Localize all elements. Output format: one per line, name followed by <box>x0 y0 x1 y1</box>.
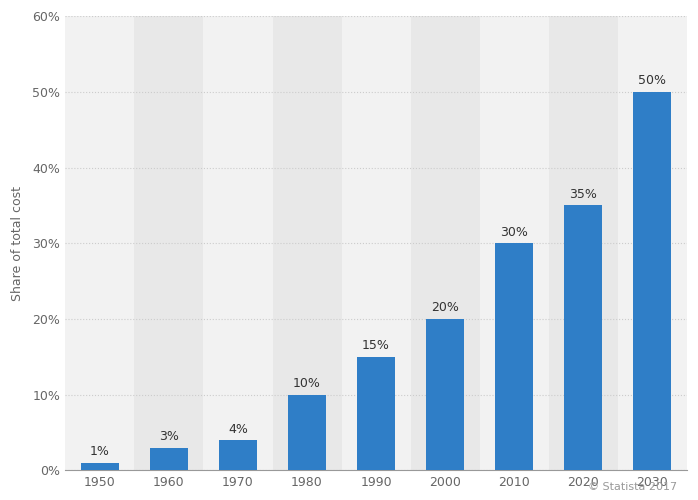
Bar <box>66 16 135 470</box>
Bar <box>219 440 257 470</box>
Bar <box>81 463 119 470</box>
Bar <box>496 243 533 470</box>
Bar <box>480 16 549 470</box>
Bar <box>288 394 326 470</box>
Bar <box>426 319 464 470</box>
Bar <box>341 16 410 470</box>
Text: 35%: 35% <box>570 188 597 201</box>
Bar <box>549 16 618 470</box>
Text: 30%: 30% <box>500 226 528 238</box>
Bar <box>357 357 395 470</box>
Bar <box>272 16 341 470</box>
Text: 50%: 50% <box>639 74 667 88</box>
Text: 3%: 3% <box>159 430 179 443</box>
Bar <box>618 16 687 470</box>
Bar <box>135 16 203 470</box>
Text: 1%: 1% <box>90 445 110 458</box>
Text: 4%: 4% <box>228 422 248 436</box>
Bar <box>203 16 272 470</box>
Bar <box>564 206 602 470</box>
Text: 15%: 15% <box>362 339 390 352</box>
Text: 10%: 10% <box>293 377 321 390</box>
Y-axis label: Share of total cost: Share of total cost <box>11 186 24 300</box>
Bar <box>633 92 671 470</box>
Text: © Statista 2017: © Statista 2017 <box>588 482 677 492</box>
Bar <box>150 448 188 470</box>
Bar <box>410 16 480 470</box>
Text: 20%: 20% <box>431 302 459 314</box>
